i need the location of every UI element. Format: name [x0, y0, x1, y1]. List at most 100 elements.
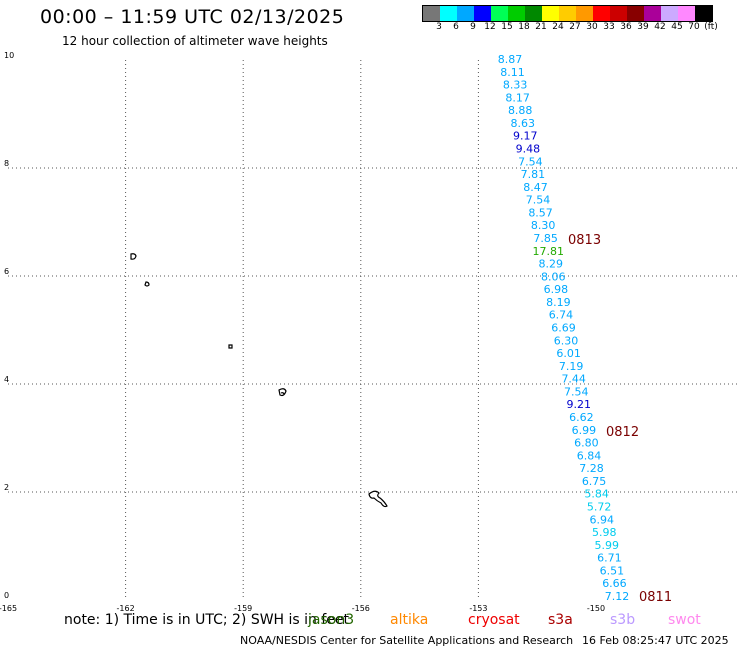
island-outline	[130, 253, 137, 260]
legend-swatch	[610, 6, 627, 21]
wave-height-value: 7.54	[564, 385, 589, 398]
wave-height-value: 8.88	[508, 104, 533, 117]
legend-label: 33	[603, 22, 615, 32]
track-time-label: 0812	[606, 425, 639, 440]
satellite-legend-item: altika	[390, 612, 429, 628]
legend-label: 70	[688, 22, 700, 32]
wave-height-value: 6.66	[602, 577, 627, 590]
wave-height-value: 7.12	[605, 590, 630, 603]
legend-label: 45	[671, 22, 683, 32]
legend-label: 27	[569, 22, 581, 32]
wave-height-value: 7.54	[518, 155, 543, 168]
wave-height-value: 8.47	[523, 181, 548, 194]
wave-height-value: 9.48	[516, 143, 541, 156]
wave-height-value: 7.81	[521, 168, 546, 181]
legend-swatch	[559, 6, 576, 21]
axis-tick-labels: -165 -162 -159 -156 -153 -150 0 2 4 6 8 10	[0, 51, 605, 613]
legend-swatch	[440, 6, 457, 21]
wave-height-value: 5.84	[584, 488, 609, 501]
x-tick-label: -159	[234, 604, 252, 613]
satellite-legend-item: s3b	[610, 612, 636, 628]
wave-height-value: 8.33	[503, 79, 528, 92]
satellite-legend-item: s3a	[548, 612, 573, 628]
color-scale-labels: 3 6 9 12 15 18 21 24 27 30 33 36 39 42 45 70 (ft)	[422, 22, 740, 34]
legend-swatch	[491, 6, 508, 21]
wave-height-value: 7.44	[561, 373, 586, 386]
wave-height-value: 5.99	[595, 539, 620, 552]
y-tick-label: 4	[4, 375, 9, 384]
wave-height-track: 8.878.118.338.178.888.639.179.487.547.81…	[498, 53, 630, 603]
track-time-labels: 0813 0812 0811	[568, 233, 672, 605]
legend-swatch	[423, 6, 440, 21]
generated-timestamp: 16 Feb 08:25:47 UTC 2025	[582, 634, 729, 647]
wave-height-value: 6.51	[600, 564, 625, 577]
legend-swatch	[474, 6, 491, 21]
wave-height-value: 7.54	[526, 194, 551, 207]
legend-swatch	[678, 6, 695, 21]
x-tick-label: -150	[587, 604, 605, 613]
island-outline	[368, 490, 388, 508]
x-tick-label: -162	[117, 604, 135, 613]
wave-height-value: 5.72	[587, 501, 612, 514]
units-note: note: 1) Time is in UTC; 2) SWH is in fe…	[64, 612, 350, 628]
y-tick-label: 8	[4, 159, 9, 168]
wave-height-value: 5.98	[592, 526, 617, 539]
x-tick-label: -165	[0, 604, 17, 613]
wave-height-value: 8.57	[528, 206, 553, 219]
y-tick-label: 2	[4, 483, 9, 492]
x-tick-label: -156	[352, 604, 370, 613]
wave-height-value: 8.19	[546, 296, 571, 309]
chart-subtitle: 12 hour collection of altimeter wave hei…	[62, 34, 328, 48]
legend-swatch	[627, 6, 644, 21]
legend-label: 9	[470, 22, 476, 32]
wave-height-value: 6.94	[589, 513, 614, 526]
wave-height-value: 6.75	[582, 475, 607, 488]
wave-height-value: 6.84	[577, 449, 602, 462]
legend-label: 24	[552, 22, 564, 32]
track-time-label: 0813	[568, 233, 601, 248]
legend-label: 6	[453, 22, 459, 32]
wave-height-value: 8.87	[498, 53, 523, 66]
wave-height-value: 8.30	[531, 219, 556, 232]
legend-swatch	[695, 6, 712, 21]
y-tick-label: 10	[4, 51, 14, 60]
wave-height-value: 6.69	[551, 322, 576, 335]
wave-height-value: 6.99	[572, 424, 597, 437]
x-tick-label: -153	[469, 604, 487, 613]
grid-lines	[8, 60, 740, 600]
chart-title: 00:00 – 11:59 UTC 02/13/2025	[40, 6, 345, 28]
color-scale-legend	[422, 5, 713, 22]
y-tick-label: 0	[4, 591, 9, 600]
wave-height-value: 8.17	[505, 91, 530, 104]
legend-label: 15	[501, 22, 513, 32]
legend-swatch	[644, 6, 661, 21]
wave-height-value: 17.81	[532, 245, 564, 258]
credit-text: NOAA/NESDIS Center for Satellite Applica…	[240, 634, 574, 647]
legend-swatch	[457, 6, 474, 21]
island-outline	[144, 281, 150, 287]
island-outline	[228, 344, 233, 349]
island-outlines	[130, 253, 388, 508]
y-tick-label: 6	[4, 267, 9, 276]
satellite-legend-item: cryosat	[468, 612, 520, 628]
wave-height-value: 6.71	[597, 552, 622, 565]
satellite-legend-item: swot	[668, 612, 701, 628]
legend-swatch	[593, 6, 610, 21]
wave-height-value: 7.85	[533, 232, 558, 245]
legend-label: (ft)	[704, 22, 718, 32]
wave-height-value: 6.30	[554, 334, 579, 347]
legend-label: 42	[654, 22, 666, 32]
legend-swatch	[576, 6, 593, 21]
wave-height-value: 6.98	[544, 283, 569, 296]
island-outline	[278, 388, 287, 397]
wave-height-value: 8.06	[541, 270, 566, 283]
legend-label: 12	[484, 22, 496, 32]
legend-swatch	[661, 6, 678, 21]
legend-label: 18	[518, 22, 530, 32]
legend-label: 21	[535, 22, 547, 32]
wave-height-value: 8.11	[500, 66, 525, 79]
wave-height-value: 9.17	[513, 130, 538, 143]
legend-swatch	[542, 6, 559, 21]
wave-height-value: 8.63	[510, 117, 535, 130]
